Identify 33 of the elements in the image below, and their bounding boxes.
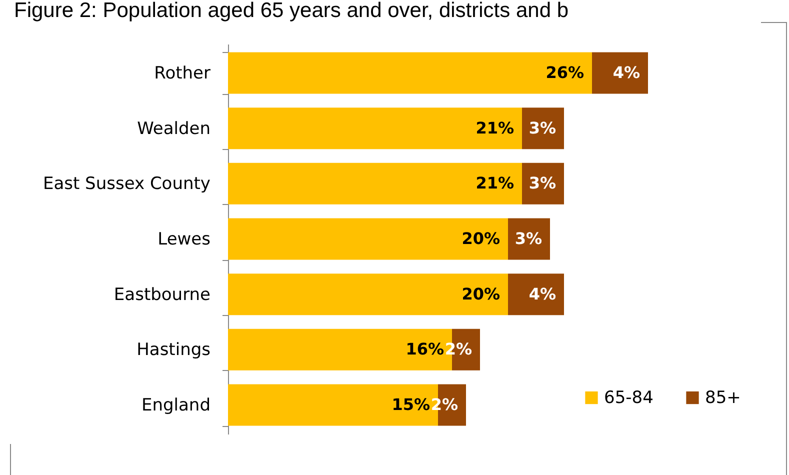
data-label: 4% — [528, 284, 556, 304]
y-tick-label: England — [141, 395, 210, 416]
legend-label: 65-84 — [604, 388, 654, 408]
data-label: 3% — [514, 229, 542, 248]
bar — [228, 274, 508, 316]
bar — [522, 108, 564, 150]
y-tick-label: Wealden — [137, 118, 210, 139]
data-label: 2% — [430, 394, 458, 414]
chart-title: Figure 2: Population aged 65 years and over, districts and b — [14, 0, 569, 22]
data-label: 15% — [392, 394, 430, 414]
y-tick-label: Rother — [154, 64, 211, 84]
data-label: 3% — [528, 174, 556, 193]
data-label: 4% — [612, 63, 640, 82]
data-label: 2% — [444, 340, 472, 359]
data-label: 21% — [476, 174, 514, 193]
bar — [522, 162, 564, 204]
data-label: 16% — [406, 340, 444, 359]
y-tick-label: Hastings — [136, 340, 211, 360]
legend-label: 85+ — [705, 388, 741, 408]
bar — [508, 274, 564, 316]
bar — [228, 162, 522, 204]
y-tick-label: Eastbourne — [114, 284, 210, 305]
y-tick-label: Lewes — [158, 230, 211, 250]
data-label: 26% — [546, 63, 584, 82]
bar — [592, 52, 648, 94]
data-label: 3% — [528, 118, 556, 138]
bar — [228, 108, 522, 150]
data-label: 21% — [476, 118, 514, 138]
data-label: 20% — [462, 284, 500, 304]
data-label: 20% — [462, 229, 500, 248]
y-tick-label: East Sussex County — [42, 174, 210, 194]
bar — [228, 218, 508, 260]
bar — [228, 52, 592, 94]
